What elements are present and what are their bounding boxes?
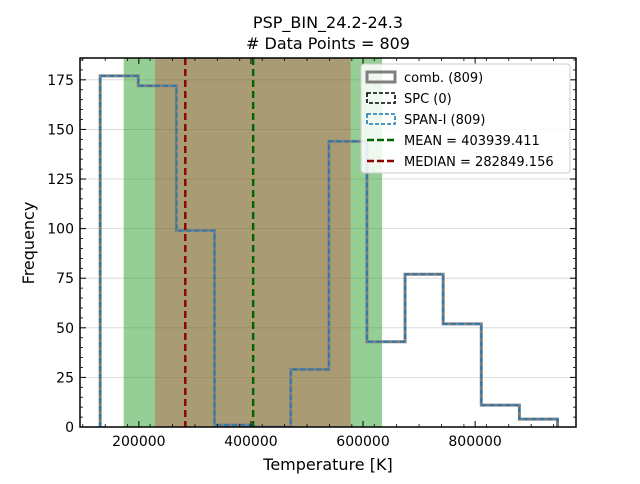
span-i-histogram-step [99,75,559,427]
x-tick-label: 600000 [336,434,389,450]
x-tick-label: 200000 [112,434,165,450]
y-tick-label: 175 [47,73,74,89]
y-tick-label: 100 [47,222,74,238]
legend-label: MEAN = 403939.411 [404,134,540,149]
legend-swatch [366,113,396,125]
legend-label: SPAN-I (809) [404,113,486,128]
axes-frame [79,57,577,428]
x-tick-label: 800000 [448,434,501,450]
x-tick-label: 400000 [224,434,277,450]
legend-swatch [365,70,397,84]
y-tick-label: 125 [47,172,74,188]
chart-title: PSP_BIN_24.2-24.3 [253,13,403,33]
legend-box [360,63,571,174]
y-tick-label: 75 [56,271,74,287]
x-axis-label: Temperature [K] [262,455,392,474]
histogram-bar [405,274,443,427]
plot-area: 200000 400000 600000 800000 0 25 50 75 100 125 150… [47,57,577,450]
legend-swatch [366,92,396,104]
legend: comb. (809) SPC (0) SPAN-I (809) MEAN = 403… [360,63,571,174]
y-tick-label: 50 [56,321,74,337]
y-tick-label: 150 [47,122,74,138]
plot-contents [80,58,576,427]
legend-label: MEDIAN = 282849.156 [404,155,554,170]
histogram-bar [481,405,519,427]
histogram-bar [443,324,481,427]
y-axis-label: Frequency [19,202,38,285]
y-tick-label: 0 [65,420,74,436]
legend-label: SPC (0) [404,92,452,107]
y-tick-label: 25 [56,370,74,386]
chart-subtitle: # Data Points = 809 [246,34,410,53]
legend-label: comb. (809) [404,71,483,86]
